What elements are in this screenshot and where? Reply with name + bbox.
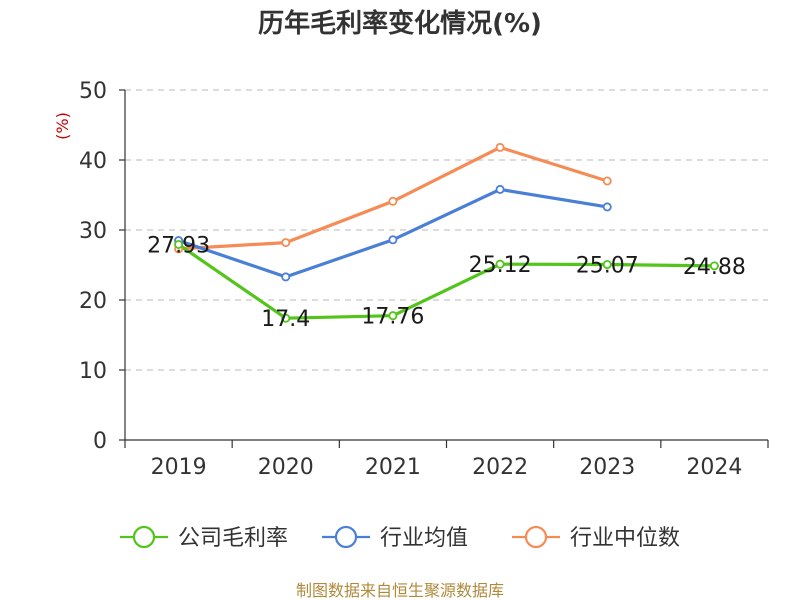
- data-point: [281, 313, 291, 323]
- legend-label: 行业均值: [380, 526, 468, 551]
- data-label: 27.93: [147, 233, 210, 258]
- x-tick-label: 2022: [472, 455, 528, 480]
- chart-title: 历年毛利率变化情况(%): [258, 8, 542, 39]
- data-point: [281, 272, 291, 282]
- data-point: [388, 311, 398, 321]
- y-tick-label: 0: [93, 429, 107, 454]
- data-point: [281, 238, 291, 248]
- y-axis-unit-label: (%): [53, 112, 72, 140]
- series-line-0: [176, 242, 717, 320]
- data-label: 25.12: [469, 253, 532, 278]
- x-tick-label: 2023: [579, 455, 635, 480]
- data-label: 17.76: [361, 305, 424, 330]
- y-tick-label: 10: [79, 359, 107, 384]
- x-tick-label: 2021: [365, 455, 421, 480]
- y-tick-label: 40: [79, 149, 107, 174]
- data-point: [602, 176, 612, 186]
- x-tick-label: 2020: [258, 455, 314, 480]
- data-point: [495, 184, 505, 194]
- legend-marker: [524, 525, 548, 549]
- legend-label: 行业中位数: [570, 526, 680, 551]
- y-tick-label: 50: [79, 79, 107, 104]
- source-note: 制图数据来自恒生聚源数据库: [296, 581, 504, 600]
- data-point: [602, 260, 612, 270]
- x-tick-label: 2024: [686, 455, 742, 480]
- data-point: [174, 239, 184, 249]
- data-label: 24.88: [683, 255, 746, 280]
- data-label: 25.07: [576, 254, 639, 279]
- legend-label: 公司毛利率: [178, 526, 288, 551]
- data-point: [495, 142, 505, 152]
- data-point: [709, 261, 719, 271]
- data-label: 17.4: [261, 307, 310, 332]
- y-tick-label: 20: [79, 289, 107, 314]
- data-point: [388, 235, 398, 245]
- data-point: [602, 202, 612, 212]
- data-point: [495, 259, 505, 269]
- legend-marker: [334, 525, 358, 549]
- legend-marker: [132, 525, 156, 549]
- x-tick-label: 2019: [151, 455, 207, 480]
- data-point: [388, 196, 398, 206]
- y-tick-label: 30: [79, 219, 107, 244]
